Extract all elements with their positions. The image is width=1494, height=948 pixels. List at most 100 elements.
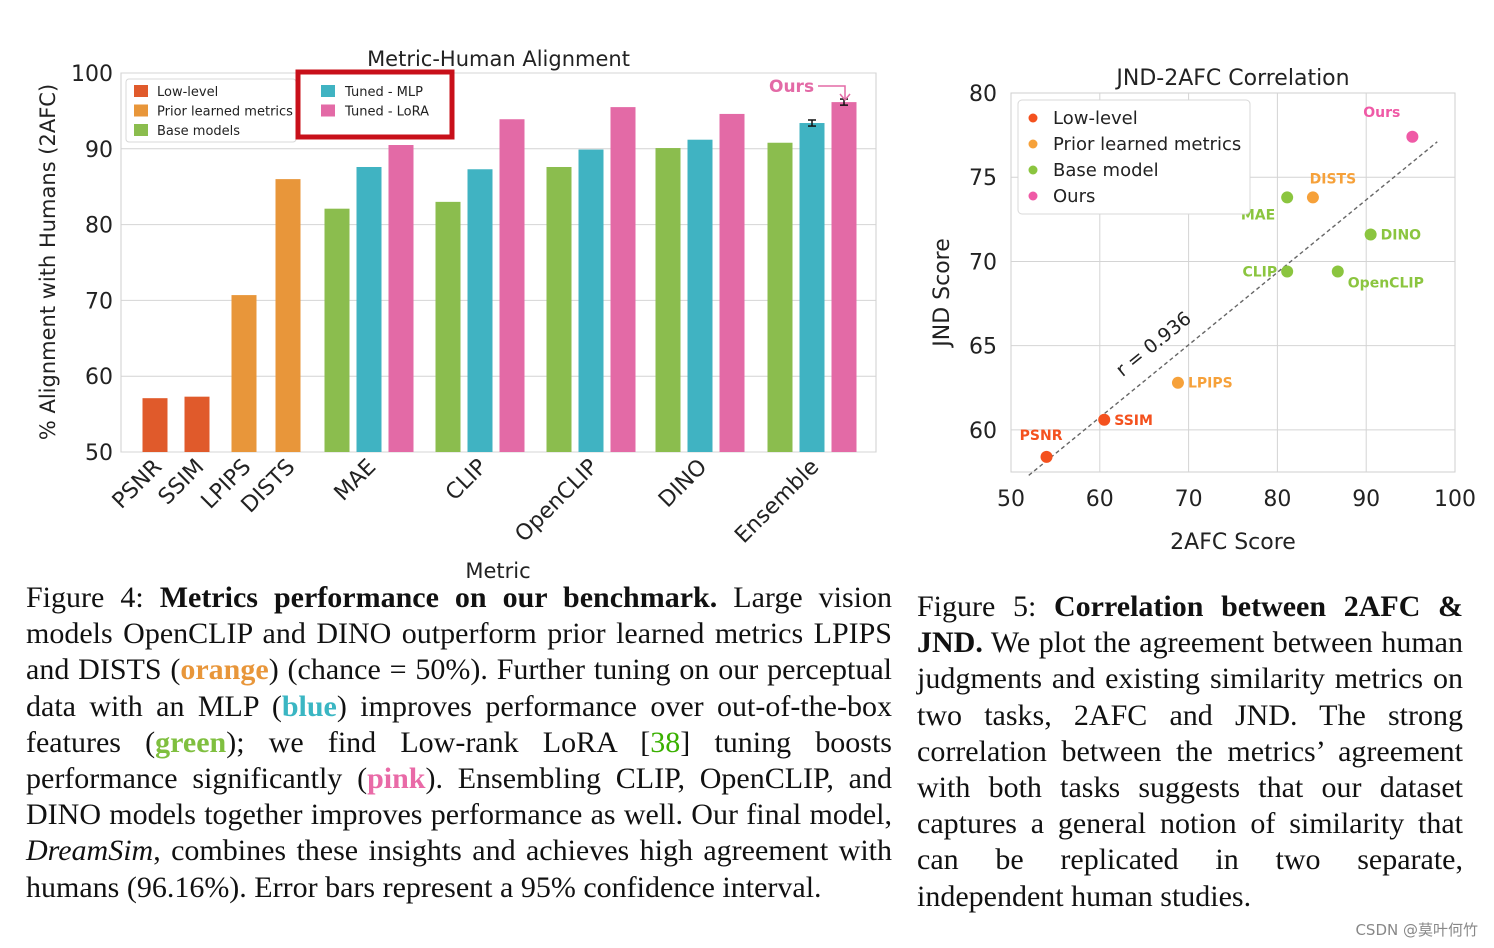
x-tick-label: DINO xyxy=(654,455,712,513)
watermark: CSDN @莫叶何竹 xyxy=(1355,921,1478,939)
legend-marker xyxy=(1028,139,1038,149)
green-keyword: green xyxy=(155,725,227,759)
figure-5-label: Figure 5: xyxy=(917,590,1037,623)
legend-label: Low-level xyxy=(1053,108,1138,129)
y-tick-label: 80 xyxy=(969,82,997,107)
legend-label: Tuned - LoRA xyxy=(344,105,429,120)
legend-marker xyxy=(1028,165,1038,175)
x-tick-label: 100 xyxy=(1434,487,1476,512)
chart-title: JND-2AFC Correlation xyxy=(1114,66,1349,91)
point-label: DINO xyxy=(1381,227,1422,243)
pink-keyword: pink xyxy=(367,762,426,796)
legend-swatch xyxy=(321,85,335,97)
figure-4-text: ). Ensembling CLIP, OpenCLIP, and DINO m… xyxy=(26,762,892,832)
figure-4-title: Metrics performance on our benchmark. xyxy=(159,581,718,614)
x-tick-label: 80 xyxy=(1263,487,1291,512)
point-lpips xyxy=(1171,376,1184,389)
figure-4-text: , combines these insights and achieves h… xyxy=(26,834,892,904)
figure-4-text: ] tuning boosts performance significantl… xyxy=(26,725,892,796)
legend-marker xyxy=(1028,113,1038,123)
point-label: SSIM xyxy=(1114,413,1153,429)
x-tick-label: 70 xyxy=(1175,487,1203,512)
orange-keyword: orange xyxy=(180,653,269,687)
point-mae xyxy=(1281,191,1294,204)
bar-mae-tuned-mlp xyxy=(356,166,382,452)
bar-dists-prior-learned-metrics xyxy=(275,179,301,452)
legend-label: Low-level xyxy=(157,85,218,100)
y-tick-label: 50 xyxy=(85,441,113,466)
figure-4-text: ); we find Low-rank LoRA [ xyxy=(226,725,651,759)
blue-keyword: blue xyxy=(281,689,337,723)
legend-swatch xyxy=(134,104,148,117)
point-ssim xyxy=(1098,413,1111,426)
legend-label: Ours xyxy=(1053,186,1095,207)
x-tick-label: Ensemble xyxy=(730,455,824,549)
point-label: LPIPS xyxy=(1188,376,1233,392)
x-tick-label: 60 xyxy=(1086,487,1114,512)
citation-link[interactable]: 38 xyxy=(650,725,681,759)
y-axis-label: % Alignment with Humans (2AFC) xyxy=(36,84,60,440)
point-clip xyxy=(1281,265,1294,278)
bar-ensemble-tuned-mlp xyxy=(799,123,825,452)
y-tick-label: 70 xyxy=(85,289,113,314)
bar-ensemble-tuned-lora xyxy=(831,102,857,452)
legend-label: Prior learned metrics xyxy=(1053,134,1241,155)
bar-openclip-tuned-lora xyxy=(610,107,636,453)
x-tick-label: PSNR xyxy=(108,455,167,514)
bar-clip-tuned-mlp xyxy=(467,169,493,453)
point-openclip xyxy=(1331,265,1344,278)
legend-label: Base models xyxy=(157,124,240,139)
point-dino xyxy=(1364,228,1377,241)
bar-clip-tuned-lora xyxy=(499,119,525,452)
figure-5-caption: Figure 5: Correlation between 2AFC & JND… xyxy=(917,589,1463,915)
ours-annotation: Ours xyxy=(769,77,814,97)
x-tick-label: OpenCLIP xyxy=(511,455,604,548)
ours-arrow xyxy=(818,85,846,98)
figure-5-title: Correlation between 2AFC & JND. xyxy=(917,590,1464,660)
y-tick-label: 80 xyxy=(85,214,113,239)
x-tick-label: CLIP xyxy=(441,455,492,506)
bar-openclip-tuned-mlp xyxy=(578,149,604,453)
x-tick-label: 50 xyxy=(997,487,1025,512)
legend-marker xyxy=(1028,191,1038,201)
point-dists xyxy=(1306,191,1319,204)
figure-4-label: Figure 4: xyxy=(26,581,144,614)
legend-box xyxy=(1017,99,1251,215)
bar-mae-base-models xyxy=(324,208,350,452)
y-tick-label: 100 xyxy=(71,62,113,87)
point-label: CLIP xyxy=(1242,265,1277,281)
figure-4-caption: Figure 4: Metrics performance on our ben… xyxy=(26,580,892,906)
point-ours xyxy=(1406,130,1419,143)
bar-ensemble-base-models xyxy=(767,142,793,452)
legend-swatch xyxy=(321,104,335,117)
bar-ssim-low-level xyxy=(184,396,210,452)
y-tick-label: 75 xyxy=(969,166,997,191)
point-label: PSNR xyxy=(1020,428,1063,444)
x-axis-label: 2AFC Score xyxy=(1170,530,1296,555)
ours-arrow-head xyxy=(839,93,851,102)
y-tick-label: 65 xyxy=(969,335,997,360)
fit-line xyxy=(1028,141,1438,476)
bar-mae-tuned-lora xyxy=(388,145,414,452)
point-psnr xyxy=(1040,450,1053,463)
x-tick-label: MAE xyxy=(330,455,382,507)
bar-psnr-low-level xyxy=(142,398,168,452)
y-tick-label: 60 xyxy=(969,419,997,444)
x-axis-label: Metric xyxy=(465,559,530,583)
point-label: DISTS xyxy=(1310,171,1357,187)
legend-swatch xyxy=(134,85,148,97)
legend-label: Base model xyxy=(1053,160,1159,181)
legend-highlight-box xyxy=(295,69,455,140)
bar-dino-base-models xyxy=(655,148,681,453)
figure-4-text: Large vision models OpenCLIP and DINO ou… xyxy=(26,581,893,687)
point-label: Ours xyxy=(1363,105,1400,121)
chart-title: Metric-Human Alignment xyxy=(367,47,630,71)
legend-swatch xyxy=(134,124,148,136)
point-label: OpenCLIP xyxy=(1348,276,1424,292)
figure-5-text: We plot the agreement between human judg… xyxy=(917,626,1463,913)
y-tick-label: 90 xyxy=(85,138,113,163)
bar-lpips-prior-learned-metrics xyxy=(231,295,257,452)
bar-clip-base-models xyxy=(435,201,461,452)
